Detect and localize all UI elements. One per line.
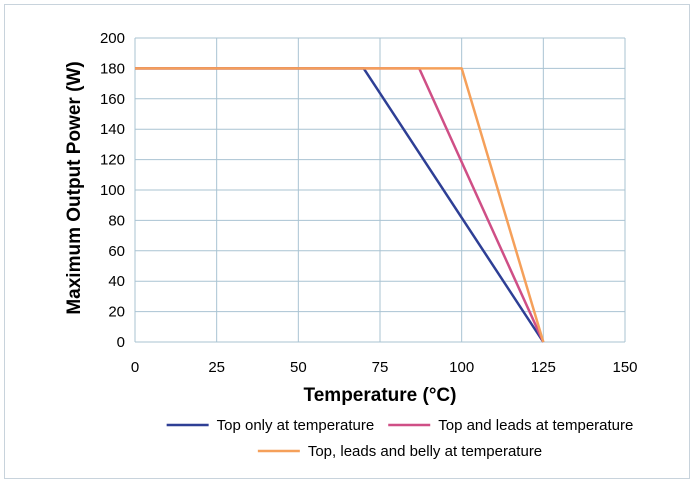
legend-item-1: Top only at temperature — [166, 417, 375, 434]
series-line-3 — [135, 67, 545, 343]
series-lines — [135, 67, 545, 343]
y-axis-label: Maximum Output Power (W) — [64, 61, 85, 314]
legend-label: Top only at temperature — [217, 417, 375, 434]
tick-labels: 0 20 40 60 80 100 120 140 160 180 200 0 25 50 75 100 125… — [100, 30, 638, 376]
legend-label: Top and leads at temperature — [438, 417, 633, 434]
y-tick-label: 80 — [108, 212, 125, 229]
y-tick-label: 40 — [108, 273, 125, 290]
x-tick-label: 100 — [449, 359, 474, 376]
x-tick-label: 50 — [290, 359, 307, 376]
grid — [134, 37, 626, 343]
legend-item-2: Top and leads at temperature — [388, 417, 633, 434]
y-tick-label: 160 — [100, 91, 125, 108]
x-tick-label: 25 — [208, 359, 225, 376]
chart-frame — [4, 4, 690, 479]
y-tick-label: 180 — [100, 60, 125, 77]
y-tick-label: 100 — [100, 182, 125, 199]
y-tick-label: 20 — [108, 304, 125, 321]
legend-item-3: Top, leads and belly at temperature — [257, 443, 542, 460]
x-tick-label: 150 — [612, 359, 637, 376]
y-tick-label: 200 — [100, 30, 125, 47]
y-tick-label: 0 — [117, 334, 125, 351]
y-tick-label: 140 — [100, 121, 125, 138]
y-tick-label: 120 — [100, 152, 125, 169]
x-tick-label: 0 — [131, 359, 139, 376]
legend: Top only at temperature Top and leads at … — [166, 417, 633, 460]
legend-label: Top, leads and belly at temperature — [308, 443, 542, 460]
x-tick-label: 75 — [372, 359, 389, 376]
series-line-2 — [135, 67, 545, 343]
x-tick-label: 125 — [531, 359, 556, 376]
x-axis-label: Temperature (°C) — [304, 385, 457, 406]
y-tick-label: 60 — [108, 243, 125, 260]
